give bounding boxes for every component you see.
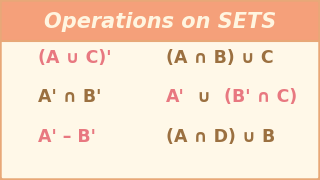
Text: A' ∩ B': A' ∩ B': [38, 88, 102, 106]
Text: ∪: ∪: [191, 88, 217, 106]
Text: (A ∪ C)': (A ∪ C)': [38, 49, 112, 67]
Text: A': A': [166, 88, 185, 106]
Text: (A ∩ D) ∪ B: (A ∩ D) ∪ B: [166, 128, 276, 146]
Text: (A ∩ B) ∪ C: (A ∩ B) ∪ C: [166, 49, 274, 67]
Text: Operations on SETS: Operations on SETS: [44, 12, 276, 33]
Text: A' – B': A' – B': [38, 128, 96, 146]
Bar: [0, 0, 320, 41]
Text: (B' ∩ C): (B' ∩ C): [224, 88, 298, 106]
